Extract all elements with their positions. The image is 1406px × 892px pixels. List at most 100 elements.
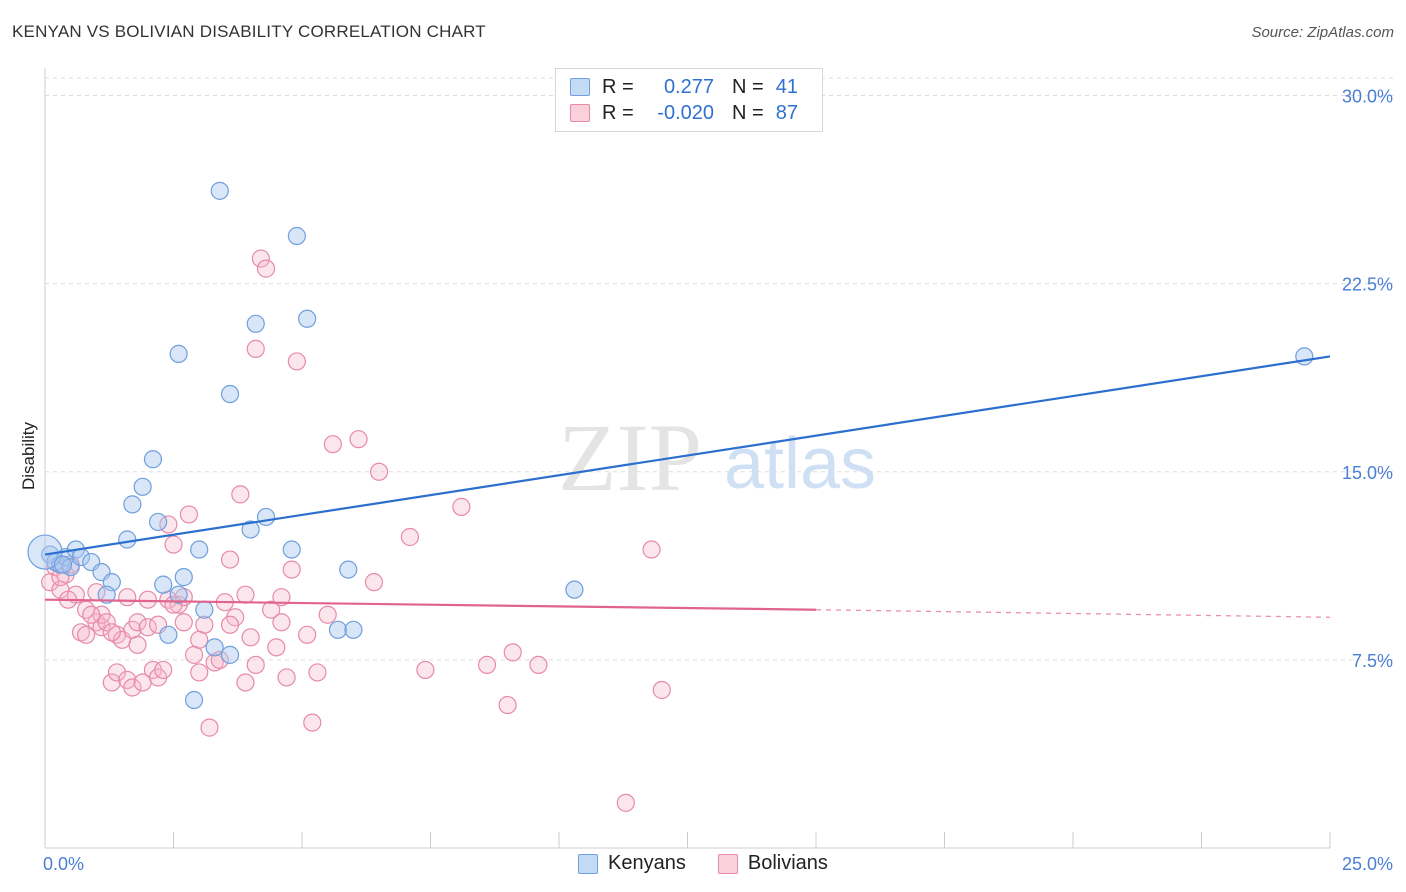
kenyans-legend-label: Kenyans <box>608 852 686 874</box>
kenyans-legend-swatch <box>578 853 599 874</box>
axes-layer <box>44 68 1331 849</box>
bolivians-n-label: N = <box>732 101 764 124</box>
bolivian-point <box>190 663 209 682</box>
bolivian-point <box>282 560 301 579</box>
bolivian-point <box>154 660 173 680</box>
kenyan-point <box>256 507 276 527</box>
kenyan-point <box>118 530 137 549</box>
legend-item-bolivians: Bolivians <box>717 852 828 875</box>
bolivian-point <box>303 713 322 732</box>
bolivian-point <box>82 605 101 624</box>
bolivian-point <box>349 430 368 449</box>
bolivian-point <box>102 673 121 692</box>
bolivian-point <box>267 638 286 657</box>
bolivian-point <box>97 613 116 632</box>
bolivian-point <box>256 259 276 278</box>
kenyan-point <box>169 585 188 604</box>
x-tick-label: 0.0% <box>43 854 84 874</box>
kenyans-n-value: 41 <box>775 75 798 98</box>
bolivian-point <box>236 673 255 692</box>
bolivian-point <box>184 645 204 664</box>
bolivian-point <box>220 615 240 634</box>
trend-lines <box>44 355 1331 618</box>
x-tick-label: 25.0% <box>1342 854 1393 874</box>
kenyan-point <box>184 690 204 710</box>
bolivian-point <box>642 540 661 559</box>
kenyan-point <box>174 568 193 587</box>
bolivian-point <box>529 655 548 675</box>
kenyan-point <box>298 309 317 328</box>
bolivians-r-value: -0.020 <box>657 101 714 124</box>
bolivian-point <box>287 352 306 371</box>
grid-layer <box>45 77 1395 661</box>
kenyan-point <box>344 620 363 639</box>
y-tick-label: 7.5% <box>1352 651 1393 671</box>
bolivian-point <box>262 600 281 619</box>
bolivian-point <box>246 655 265 675</box>
kenyan-point <box>97 585 116 604</box>
kenyans-trend-line <box>44 355 1331 556</box>
bolivian-point <box>241 628 260 647</box>
kenyan-point <box>220 384 240 404</box>
kenyan-point <box>241 520 260 539</box>
bolivian-point <box>205 653 224 672</box>
bolivian-point <box>364 573 384 592</box>
bolivian-point <box>107 663 127 682</box>
bolivian-point <box>138 590 157 609</box>
legend-item-kenyans: Kenyans <box>578 852 686 875</box>
source-credit: Source: ZipAtlas.com <box>1251 24 1394 41</box>
bolivian-point <box>503 643 522 662</box>
bolivian-point <box>236 585 255 604</box>
bolivians-trend-extension <box>815 609 1331 618</box>
kenyan-point <box>205 638 224 657</box>
kenyan-point <box>220 645 240 664</box>
kenyan-point <box>148 512 168 532</box>
legend-row-kenyans: R = 0.277 N = 41 <box>570 74 798 100</box>
legend-row-bolivians: R = -0.020 N = 87 <box>570 100 798 126</box>
bolivian-point <box>71 623 91 642</box>
bolivian-point <box>498 695 517 715</box>
bolivians-points <box>41 249 671 812</box>
kenyan-point <box>159 625 178 644</box>
kenyan-point <box>133 477 152 496</box>
kenyan-point <box>328 620 348 639</box>
bolivian-point <box>128 635 147 654</box>
bolivians-legend-label: Bolivians <box>747 852 828 874</box>
bolivian-point <box>220 550 240 569</box>
kenyans-r-value: 0.277 <box>663 75 714 98</box>
kenyans-r-label: R = <box>602 75 634 98</box>
bolivian-point <box>272 588 291 607</box>
bolivian-point <box>123 678 142 697</box>
kenyan-point <box>282 540 301 559</box>
bolivian-point <box>92 618 111 637</box>
bolivian-point <box>416 660 435 680</box>
y-tick-label: 15.0% <box>1342 463 1393 483</box>
kenyan-point <box>210 181 229 200</box>
bolivians-legend-swatch <box>717 853 738 874</box>
kenyan-point <box>169 344 188 363</box>
kenyan-point <box>195 600 214 619</box>
bolivian-point <box>318 605 337 624</box>
bolivian-point <box>277 668 296 687</box>
bolivian-point <box>323 435 342 454</box>
bolivian-point <box>452 497 471 516</box>
bolivian-point <box>246 339 265 358</box>
kenyan-point <box>246 314 265 333</box>
correlation-legend: R = 0.277 N = 41 R = -0.020 N = 87 <box>555 68 823 132</box>
y-axis-title: Disability <box>19 421 38 490</box>
zipatlas-watermark: ZIP atlas <box>558 404 876 511</box>
bolivian-point <box>477 655 497 675</box>
kenyan-point <box>123 495 142 514</box>
bolivian-point <box>164 535 183 554</box>
bolivian-point <box>370 462 389 481</box>
bolivians-r-label: R = <box>602 101 634 124</box>
bolivian-point <box>179 505 199 524</box>
y-tick-label: 30.0% <box>1342 87 1393 107</box>
bolivian-point <box>400 527 420 547</box>
kenyans-n-label: N = <box>732 75 764 98</box>
bolivian-point <box>128 613 147 632</box>
tick-labels: 7.5% 15.0% 22.5% 30.0% 0.0% 25.0% <box>43 87 1393 874</box>
kenyan-point <box>287 226 306 246</box>
bolivian-point <box>298 625 317 644</box>
